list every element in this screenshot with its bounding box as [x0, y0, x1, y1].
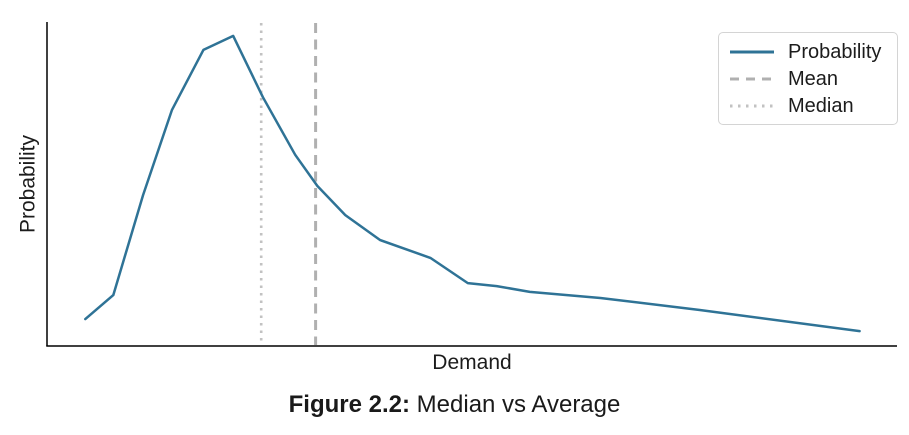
legend-item-probability: Probability: [729, 38, 887, 65]
probability-curve: [84, 34, 861, 333]
plot-svg: Probability Demand: [17, 22, 897, 374]
legend-item-mean: Mean: [729, 65, 887, 92]
vlines-layer: [259, 23, 318, 345]
caption-label: Figure 2.2:: [288, 391, 410, 418]
caption-text: Median vs Average: [410, 391, 621, 418]
median-dotted-line-sample-icon: [730, 104, 774, 107]
legend-label-probability: Probability: [788, 40, 882, 63]
y-axis-label: Probability: [17, 134, 40, 233]
legend: Probability Mean Median: [718, 32, 898, 125]
legend-label-mean: Mean: [788, 67, 839, 90]
series-layer: [84, 34, 861, 333]
probability-line-sample-icon: [730, 50, 774, 53]
legend-label-median: Median: [788, 94, 854, 117]
x-axis-label: Demand: [432, 351, 511, 374]
legend-item-median: Median: [729, 92, 887, 119]
mean-dashed-line-sample-icon: [730, 77, 774, 80]
figure-caption: Figure 2.2: Median vs Average: [0, 391, 909, 419]
